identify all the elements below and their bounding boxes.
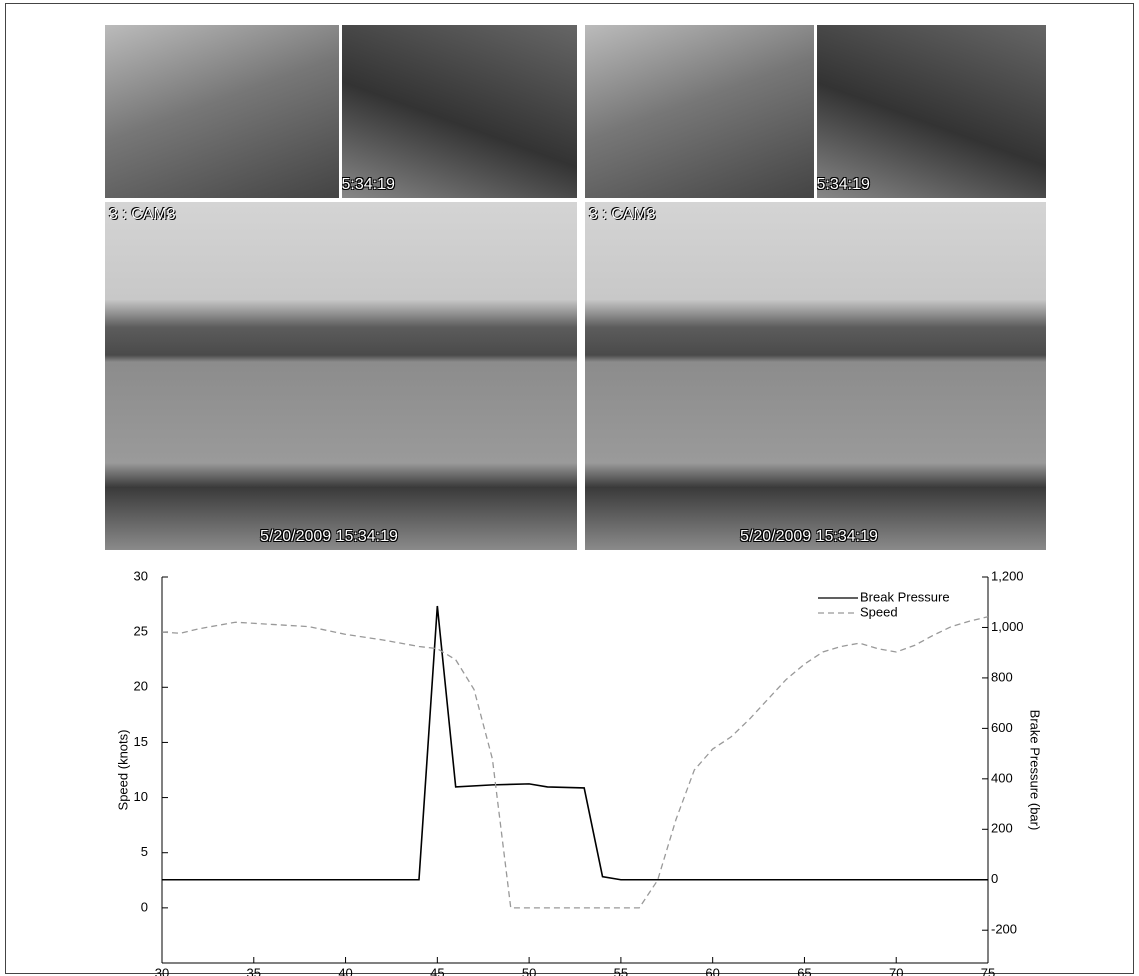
y2-axis-label: Brake Pressure (bar) xyxy=(1028,710,1043,831)
y2-tick-label: 600 xyxy=(991,720,1013,735)
y-tick-label: 25 xyxy=(134,624,148,639)
legend-label: Break Pressure xyxy=(860,589,950,604)
y-tick-label: 20 xyxy=(134,679,148,694)
x-tick-label: 65 xyxy=(797,965,811,976)
series-line xyxy=(162,617,988,908)
x-tick-label: 70 xyxy=(889,965,903,976)
series-line xyxy=(162,606,988,880)
x-tick-label: 60 xyxy=(705,965,719,976)
y2-tick-label: 1,200 xyxy=(991,568,1024,583)
y2-tick-label: 400 xyxy=(991,770,1013,785)
x-tick-label: 45 xyxy=(430,965,444,976)
y2-tick-label: 0 xyxy=(991,871,998,886)
x-tick-label: 50 xyxy=(522,965,536,976)
legend-label: Speed xyxy=(860,604,898,619)
y-tick-label: 10 xyxy=(134,789,148,804)
y-axis-label: Speed (knots) xyxy=(115,730,130,811)
x-tick-label: 55 xyxy=(614,965,628,976)
x-tick-label: 35 xyxy=(247,965,261,976)
y2-tick-label: 200 xyxy=(991,821,1013,836)
page: 5/20/2009 15:34:193 : CAM35/20/2009 15:3… xyxy=(0,0,1139,976)
y2-tick-label: 800 xyxy=(991,669,1013,684)
y-tick-label: 30 xyxy=(134,568,148,583)
y2-tick-label: -200 xyxy=(991,922,1017,937)
y-tick-label: 15 xyxy=(134,734,148,749)
y2-tick-label: 1,000 xyxy=(991,619,1024,634)
y-tick-label: 0 xyxy=(141,899,148,914)
x-tick-label: 30 xyxy=(155,965,169,976)
y-tick-label: 5 xyxy=(141,844,148,859)
x-tick-label: 40 xyxy=(338,965,352,976)
x-tick-label: 75 xyxy=(981,965,995,976)
chart: 30 35 40 45 50 55 60 65 70 75 0 5 10 15 20 25 30 1,200 1,0… xyxy=(0,0,1139,976)
